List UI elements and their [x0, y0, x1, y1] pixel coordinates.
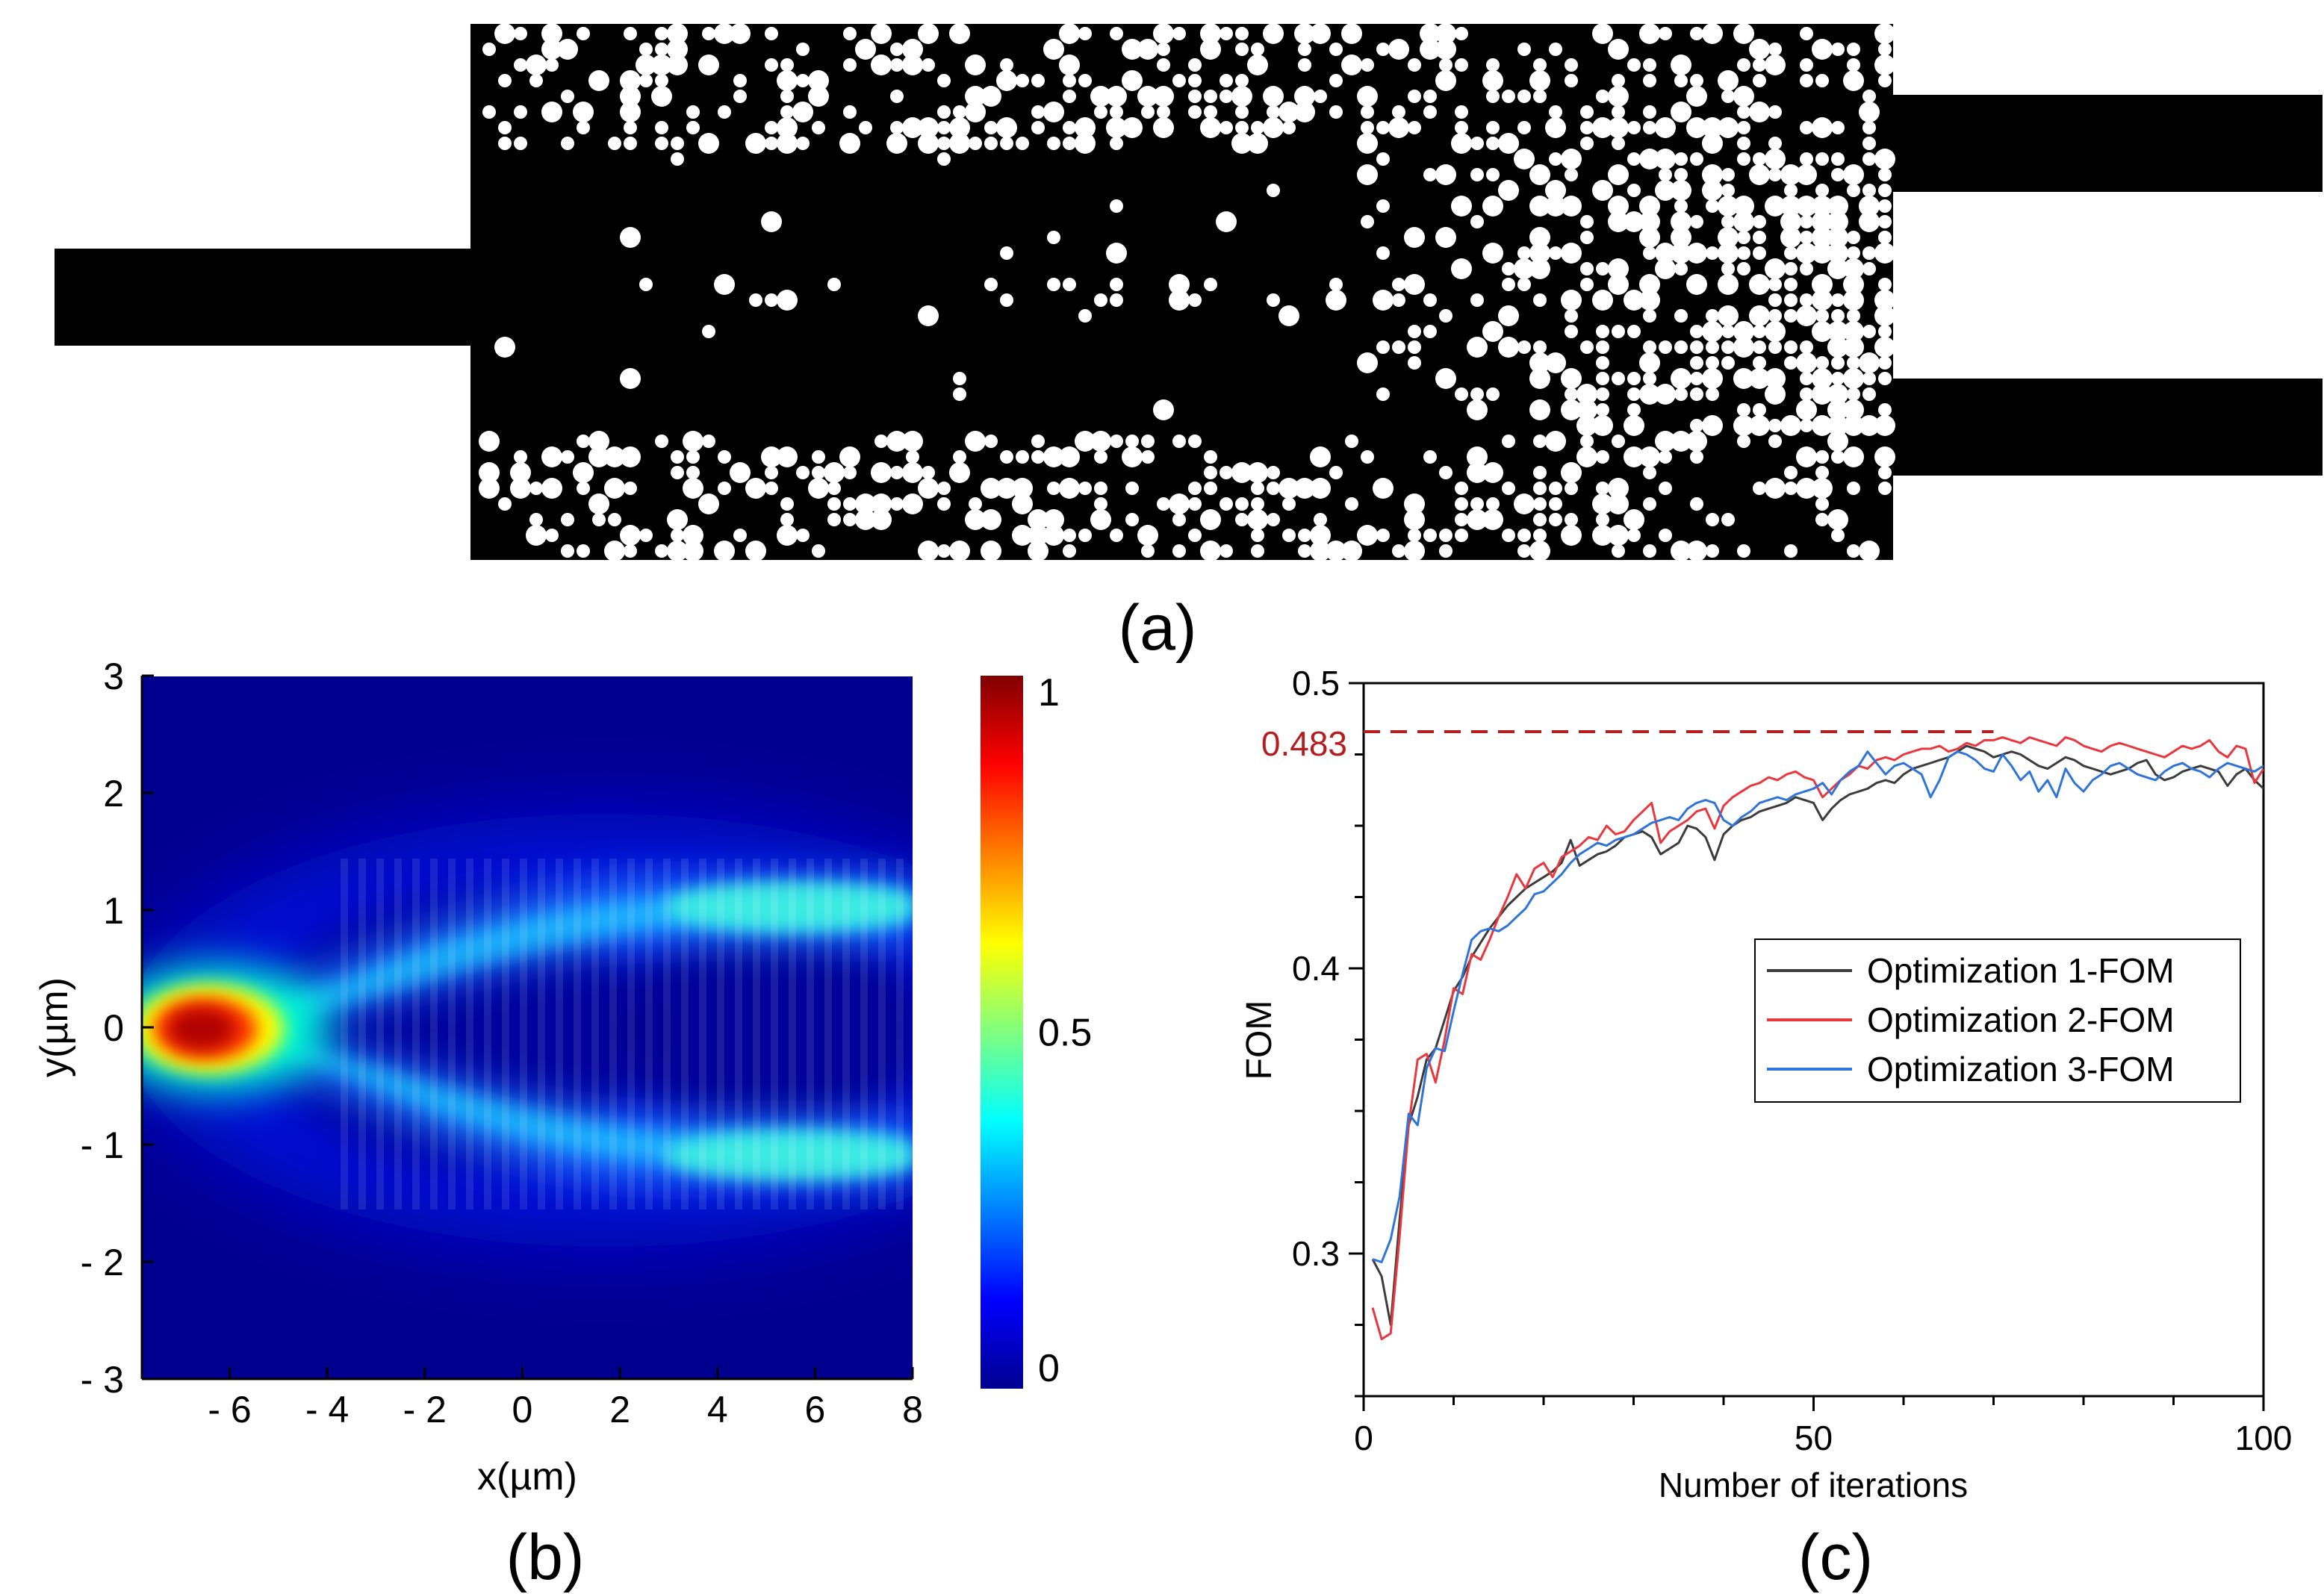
output-waveguide-top — [1882, 95, 2323, 192]
fom-y-tick-label: 0.5 — [1292, 664, 1340, 703]
fom-series-line-3 — [1372, 750, 2264, 1263]
panel-b-field-heatmap: - 6 - 4 - 2 0 2 4 6 8 3 2 1 0 - 1 - 2 - 3 x(µm) y(µm)… — [33, 656, 1092, 1498]
fom-y-ticks: 0.5 0.4 0.3 — [1292, 664, 1364, 1398]
heatmap-x-tick-label: 4 — [707, 1389, 728, 1430]
legend: Optimization 1-FOM Optimization 2-FOM Opti… — [1754, 938, 2241, 1103]
input-waveguide — [55, 249, 473, 346]
heatmap-y-ticks: 3 2 1 0 - 1 - 2 - 3 — [81, 656, 154, 1401]
heatmap-field — [142, 814, 913, 1247]
heatmap-x-tick-label: 6 — [804, 1389, 825, 1430]
fom-x-axis-label: Number of iterations — [1659, 1466, 1968, 1504]
heatmap-y-tick-label: 0 — [103, 1007, 124, 1049]
legend-entry-label: Optimization 2-FOM — [1867, 1000, 2175, 1039]
fom-x-ticks: 0 50 100 — [1354, 1396, 2292, 1457]
fom-x-tick-label: 50 — [1795, 1419, 1833, 1457]
panel-c-label: (c) — [1798, 1522, 1873, 1593]
colorbar-tick-label: 1 — [1038, 671, 1060, 715]
fom-x-tick-label: 100 — [2235, 1419, 2293, 1457]
heatmap-y-tick-label: - 3 — [81, 1359, 124, 1401]
fom-series-line-2 — [1371, 736, 2264, 1341]
fom-y-tick-label: 0.4 — [1292, 949, 1340, 988]
heatmap-y-axis-label: y(µm) — [33, 977, 76, 1077]
heatmap-y-tick-label: 3 — [103, 656, 124, 697]
heatmap-x-tick-label: 8 — [902, 1389, 923, 1430]
panel-a-device-layout — [55, 23, 2323, 561]
heatmap-x-ticks: - 6 - 4 - 2 0 2 4 6 8 — [208, 1367, 923, 1430]
heatmap-y-tick-label: - 1 — [81, 1124, 124, 1166]
heatmap-x-tick-label: 0 — [512, 1389, 533, 1430]
max-fom-value-label: 0.483 — [1261, 724, 1347, 763]
fom-x-tick-label: 0 — [1354, 1419, 1373, 1457]
heatmap-x-tick-label: - 2 — [403, 1389, 447, 1430]
heatmap-x-tick-label: 2 — [609, 1389, 630, 1430]
legend-entry-label: Optimization 1-FOM — [1867, 951, 2175, 990]
heatmap-x-tick-label: - 6 — [208, 1389, 251, 1430]
heatmap-x-tick-label: - 4 — [305, 1389, 349, 1430]
heatmap-x-axis-label: x(µm) — [477, 1455, 577, 1498]
max-fom-annotation: 0.483 — [1261, 724, 1994, 763]
fom-series-line-1 — [1371, 744, 2264, 1326]
fom-series — [1371, 736, 2264, 1341]
heatmap-y-tick-label: 1 — [103, 890, 124, 932]
panel-c-fom-chart: 0 50 100 0.5 0.4 0.3 Number of iterations FO… — [1240, 664, 2292, 1504]
fom-y-tick-label: 0.3 — [1292, 1234, 1340, 1273]
heatmap-y-tick-label: 2 — [103, 773, 124, 815]
colorbar-tick-label: 0.5 — [1038, 1012, 1092, 1055]
panel-b-label: (b) — [506, 1522, 584, 1593]
heatmap-y-tick-label: - 2 — [81, 1242, 124, 1283]
colorbar — [981, 676, 1023, 1389]
colorbar-tick-label: 0 — [1038, 1347, 1060, 1390]
panel-a-label: (a) — [1118, 592, 1196, 664]
etched-holes — [479, 23, 1895, 561]
colorbar-ticks: 10.50 — [1038, 671, 1092, 1390]
output-waveguide-bottom — [1882, 379, 2323, 476]
legend-entry-label: Optimization 3-FOM — [1867, 1050, 2175, 1089]
fom-y-axis-label: FOM — [1240, 1000, 1279, 1080]
